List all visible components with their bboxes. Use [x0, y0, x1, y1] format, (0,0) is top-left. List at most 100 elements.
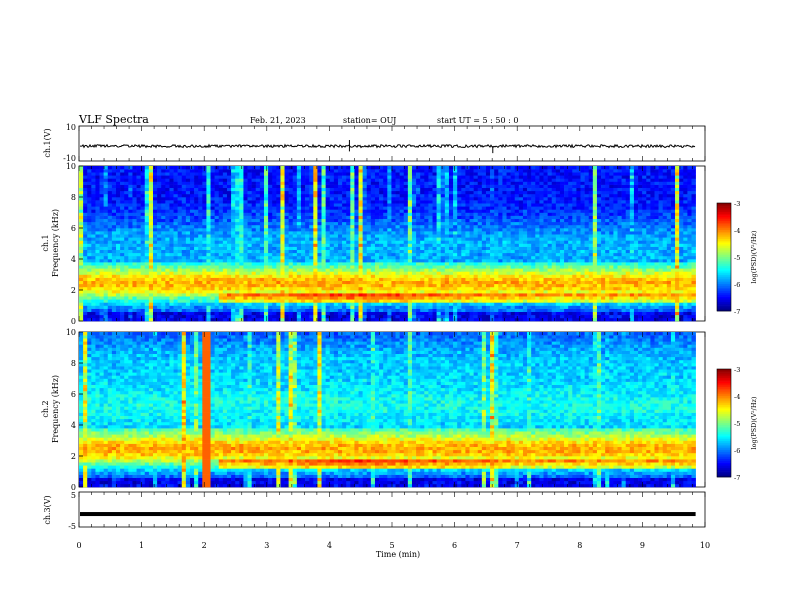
- ch1-spectrogram-cell: [276, 231, 281, 235]
- ch1-spectrogram-cell: [420, 166, 425, 170]
- ch1-spectrogram-cell: [453, 203, 458, 207]
- ch1-spectrogram-cell: [407, 184, 413, 188]
- ch1-spectrogram-cell: [136, 299, 141, 303]
- ch1-spectrogram-cell: [300, 212, 306, 216]
- ch1-spectrogram-cell: [395, 280, 400, 285]
- ch1-spectrogram-cell: [317, 280, 322, 285]
- ch1-spectrogram-cell: [194, 228, 199, 232]
- ch1-spectrogram-cell: [140, 305, 146, 309]
- ch1-spectrogram-cell: [79, 246, 84, 250]
- ch1-spectrogram-cell: [99, 175, 104, 179]
- ch1-spectrogram-cell: [395, 277, 400, 281]
- ch1-spectrogram-cell: [173, 240, 178, 244]
- ch1-spectrogram-cell: [309, 249, 314, 254]
- ch1-spectrogram-cell: [181, 212, 187, 216]
- ch1-spectrogram-cell: [399, 218, 405, 223]
- ch1-spectrogram-cell: [235, 197, 240, 201]
- ch1-spectrogram-cell: [403, 274, 409, 278]
- ch1-spectrogram-cell: [448, 218, 454, 223]
- ch1-spectrogram-cell: [239, 308, 244, 312]
- ch1-spectrogram-cell: [247, 215, 252, 219]
- ch1-spectrogram-cell: [374, 311, 380, 316]
- ch1-spectrogram-cell: [239, 197, 244, 201]
- ch1-spectrogram-cell: [477, 311, 483, 316]
- ch1-spectrogram-cell: [457, 221, 462, 226]
- ch1-spectrogram-cell: [177, 286, 183, 291]
- ch1-spectrogram-cell: [83, 178, 88, 182]
- ch1-spectrogram-cell: [469, 221, 474, 226]
- ch1-spectrogram-cell: [457, 209, 462, 213]
- ch1-spectrogram-cell: [485, 243, 491, 247]
- ch1-spectrogram-cell: [477, 249, 483, 254]
- ch1-spectrogram-cell: [317, 283, 322, 288]
- ch1-spectrogram-cell: [313, 268, 318, 272]
- ch1-spectrogram-cell: [350, 181, 355, 185]
- ch1-spectrogram-cell: [189, 308, 195, 312]
- ch1-spectrogram-cell: [354, 302, 359, 306]
- ch1-spectrogram-cell: [181, 166, 187, 170]
- ch1-spectrogram-cell: [173, 169, 178, 173]
- ch1-spectrogram-cell: [337, 290, 343, 294]
- ch1-spectrogram-cell: [374, 169, 380, 173]
- ch1-spectrogram-cell: [313, 237, 318, 241]
- ch1-spectrogram-cell: [103, 212, 109, 216]
- ch1-spectrogram-cell: [313, 296, 318, 300]
- ch1-spectrogram-cell: [99, 172, 104, 176]
- ch1-spectrogram-cell: [83, 302, 88, 306]
- ch1-spectrogram-cell: [226, 190, 232, 195]
- ch1-spectrogram-cell: [206, 283, 211, 288]
- ch1-spectrogram-cell: [333, 259, 339, 263]
- ch1-spectrogram-cell: [329, 169, 335, 173]
- ch1-spectrogram-cell: [477, 286, 483, 291]
- ch1-spectrogram-cell: [91, 224, 96, 229]
- ch1-spectrogram-cell: [457, 184, 462, 188]
- ch1-spectrogram-cell: [210, 243, 215, 247]
- ch1-spectrogram-cell: [333, 265, 339, 269]
- ch1-spectrogram-cell: [99, 193, 104, 198]
- ch1-spectrogram-cell: [440, 203, 446, 207]
- ch1-spectrogram-cell: [346, 317, 351, 322]
- ch1-spectrogram-cell: [87, 283, 92, 288]
- ch1-spectrogram-cell: [87, 262, 92, 266]
- ch1-spectrogram-cell: [165, 200, 170, 204]
- ch1-spectrogram-cell: [337, 175, 343, 179]
- ch1-spectrogram-cell: [181, 308, 187, 312]
- ch1-spectrogram-cell: [202, 280, 207, 285]
- ch1-spectrogram-cell: [432, 293, 437, 297]
- ch1-spectrogram-cell: [116, 299, 121, 303]
- ch1-spectrogram-cell: [173, 290, 178, 294]
- ch1-spectrogram-cell: [288, 184, 294, 188]
- ch1-spectrogram-cell: [313, 305, 318, 309]
- ch1-spectrogram-cell: [391, 224, 396, 229]
- ch1-spectrogram-cell: [440, 184, 446, 188]
- ch1-spectrogram-cell: [157, 265, 162, 269]
- ch1-spectrogram-cell: [128, 277, 133, 281]
- ch1-spectrogram-cell: [333, 246, 339, 250]
- ch1-spectrogram-cell: [198, 193, 203, 198]
- ch1-spectrogram-cell: [206, 311, 211, 316]
- ch1-spectrogram-cell: [103, 305, 109, 309]
- ch1-spectrogram-cell: [284, 209, 289, 213]
- ch1-spectrogram-cell: [177, 299, 183, 303]
- ch1-spectrogram-cell: [177, 255, 183, 260]
- ch1-spectrogram-cell: [358, 308, 363, 312]
- ch1-spectrogram-cell: [181, 243, 187, 247]
- ch1-spectrogram-cell: [387, 169, 392, 173]
- ch1-spectrogram-cell: [366, 283, 372, 288]
- ch1-spectrogram-cell: [358, 252, 363, 257]
- ch1-spectrogram-cell: [173, 172, 178, 176]
- ch1-spectrogram-cell: [391, 302, 396, 306]
- ch1-spectrogram-cell: [407, 274, 413, 278]
- ch1-spectrogram-cell: [428, 172, 433, 176]
- ch1-spectrogram-cell: [259, 246, 265, 250]
- ch1-spectrogram-cell: [99, 169, 104, 173]
- ch1-spectrogram-cell: [432, 255, 437, 260]
- ch1-spectrogram-cell: [432, 181, 437, 185]
- ch1-spectrogram-cell: [161, 252, 166, 257]
- ch1-spectrogram-cell: [313, 283, 318, 288]
- ch1-spectrogram-cell: [87, 218, 92, 223]
- ch1-spectrogram-cell: [461, 166, 466, 170]
- ch1-spectrogram-cell: [424, 277, 429, 281]
- ch1-spectrogram-cell: [387, 178, 392, 182]
- ch1-spectrogram-cell: [103, 286, 109, 291]
